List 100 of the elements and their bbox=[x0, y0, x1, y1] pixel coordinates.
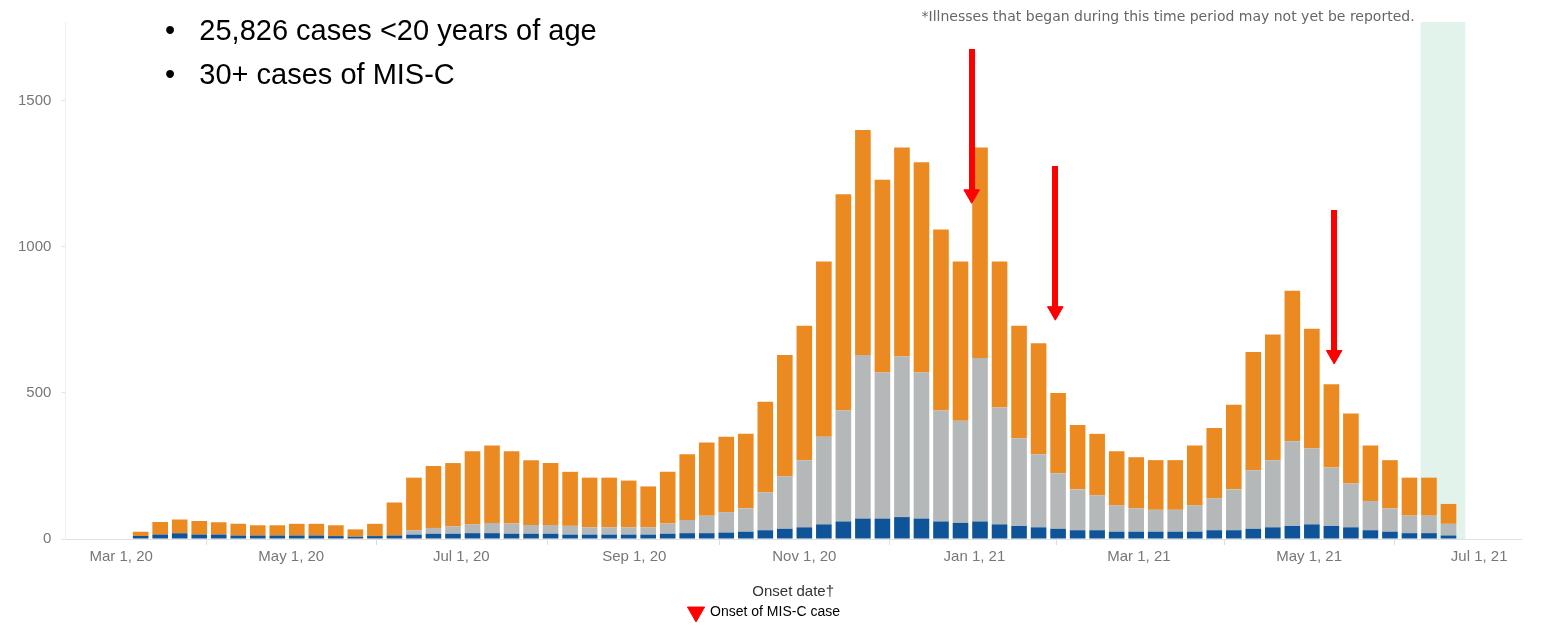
bar bbox=[1147, 460, 1164, 510]
bar bbox=[894, 356, 910, 518]
bar bbox=[484, 533, 500, 539]
bar bbox=[1440, 503, 1457, 524]
bar bbox=[1069, 425, 1086, 490]
bar bbox=[933, 410, 949, 522]
bar bbox=[562, 471, 578, 526]
bar bbox=[269, 525, 286, 536]
y-tick-label: 500 bbox=[26, 383, 52, 401]
bar bbox=[1343, 483, 1359, 528]
bar bbox=[1089, 495, 1105, 531]
bar bbox=[367, 523, 383, 537]
bar bbox=[1265, 460, 1281, 528]
bar bbox=[796, 527, 813, 539]
point bbox=[1325, 349, 1343, 365]
bar bbox=[874, 518, 891, 539]
bar bbox=[874, 372, 891, 519]
bar bbox=[1089, 433, 1105, 496]
bar bbox=[171, 519, 188, 534]
bar bbox=[816, 436, 832, 525]
bar bbox=[406, 534, 422, 539]
bar bbox=[308, 535, 325, 539]
bar bbox=[1440, 523, 1457, 536]
bar bbox=[1421, 515, 1437, 534]
bar bbox=[562, 534, 578, 539]
bar bbox=[1440, 535, 1457, 539]
bar bbox=[601, 534, 617, 539]
bar bbox=[874, 179, 891, 373]
bar bbox=[1304, 524, 1320, 539]
bar bbox=[1245, 352, 1262, 471]
bar bbox=[737, 508, 754, 532]
bar bbox=[718, 512, 735, 533]
bar bbox=[1304, 448, 1320, 525]
bar bbox=[464, 451, 481, 525]
bar bbox=[464, 533, 481, 539]
bar bbox=[777, 354, 793, 477]
bar bbox=[425, 465, 442, 528]
bar bbox=[972, 357, 988, 522]
bar bbox=[698, 442, 715, 516]
bar bbox=[835, 521, 852, 539]
bar bbox=[1225, 489, 1242, 531]
bar bbox=[249, 525, 266, 536]
bar bbox=[503, 451, 520, 524]
bar bbox=[620, 534, 637, 539]
bar bbox=[542, 463, 559, 525]
bar bbox=[601, 527, 617, 535]
bar bbox=[933, 521, 949, 539]
bar bbox=[269, 535, 286, 539]
point bbox=[963, 189, 980, 204]
bar bbox=[347, 529, 364, 537]
bar bbox=[777, 528, 793, 539]
bar bbox=[1323, 525, 1340, 539]
bar bbox=[1108, 451, 1125, 506]
bar bbox=[1050, 392, 1066, 474]
bar bbox=[1186, 505, 1203, 532]
bar bbox=[952, 420, 969, 523]
x-tick-label: Jul 1, 20 bbox=[432, 547, 490, 565]
bar bbox=[620, 480, 637, 528]
bar bbox=[386, 502, 403, 536]
bar bbox=[581, 527, 598, 535]
x-tick-label: Mar 1, 20 bbox=[89, 547, 153, 565]
x-tick-label: Jan 1, 21 bbox=[943, 547, 1006, 565]
bar bbox=[1343, 527, 1359, 539]
bar bbox=[152, 522, 168, 535]
bar bbox=[210, 522, 227, 535]
bar bbox=[1304, 328, 1320, 449]
bar bbox=[425, 527, 442, 534]
bar bbox=[1284, 441, 1301, 526]
bar bbox=[1401, 515, 1418, 534]
bar bbox=[1343, 413, 1359, 484]
bar bbox=[1050, 528, 1066, 539]
bar bbox=[1050, 473, 1066, 529]
x-tick-label: Mar 1, 21 bbox=[1107, 547, 1171, 565]
bar bbox=[581, 534, 598, 539]
bar bbox=[972, 521, 988, 539]
bar bbox=[1089, 530, 1105, 539]
bar bbox=[640, 534, 656, 539]
bar bbox=[913, 162, 930, 373]
bar bbox=[835, 410, 852, 522]
bar bbox=[679, 533, 696, 539]
bar bbox=[445, 463, 461, 527]
bar bbox=[542, 524, 559, 534]
bar bbox=[640, 486, 656, 528]
bar bbox=[484, 445, 500, 523]
bar bbox=[1206, 498, 1223, 531]
bar bbox=[210, 534, 227, 539]
bar bbox=[562, 525, 578, 535]
bar bbox=[894, 517, 910, 539]
bar bbox=[679, 454, 696, 521]
x-tick-label: May 1, 21 bbox=[1276, 547, 1343, 565]
bar bbox=[230, 535, 247, 539]
bar bbox=[445, 533, 461, 539]
bar bbox=[1323, 467, 1340, 526]
bar bbox=[855, 354, 871, 519]
bar bbox=[757, 401, 774, 493]
bar bbox=[152, 534, 168, 539]
bar bbox=[406, 530, 422, 535]
bar bbox=[191, 534, 208, 539]
bar bbox=[1382, 531, 1398, 539]
bar bbox=[991, 407, 1008, 525]
